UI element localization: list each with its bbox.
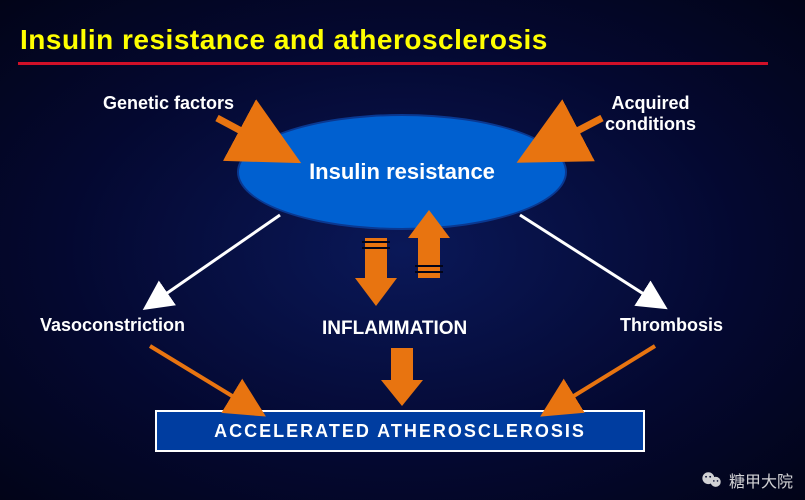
arrow-insulin-to-throm (520, 215, 650, 298)
node-thrombosis: Thrombosis (620, 315, 723, 336)
node-genetic-factors: Genetic factors (103, 93, 234, 114)
node-acquired-conditions: Acquired conditions (605, 93, 696, 134)
acquired-line2: conditions (605, 114, 696, 134)
insulin-label: Insulin resistance (309, 159, 495, 185)
slide-title: Insulin resistance and atherosclerosis (20, 24, 548, 56)
arrow-throm-to-athero (564, 346, 655, 402)
title-underline (18, 62, 768, 65)
athero-label: ACCELERATED ATHEROSCLEROSIS (214, 421, 586, 442)
acquired-line1: Acquired (611, 93, 689, 113)
arrow-insulin-to-inflam (355, 238, 397, 306)
node-insulin-resistance: Insulin resistance (237, 114, 567, 230)
watermark: 糖甲大院 (701, 468, 793, 492)
node-inflammation: INFLAMMATION (322, 318, 467, 340)
arrow-inflam-to-athero (381, 348, 423, 406)
node-vasoconstriction: Vasoconstriction (40, 315, 185, 336)
wechat-icon (701, 469, 723, 491)
node-accelerated-atherosclerosis: ACCELERATED ATHEROSCLEROSIS (155, 410, 645, 452)
arrow-insulin-to-vaso (160, 215, 280, 298)
arrow-vaso-to-athero (150, 346, 242, 402)
watermark-text: 糖甲大院 (729, 468, 793, 492)
arrow-genetic-to-insulin (217, 118, 258, 140)
arrow-acquired-to-insulin (560, 118, 602, 140)
